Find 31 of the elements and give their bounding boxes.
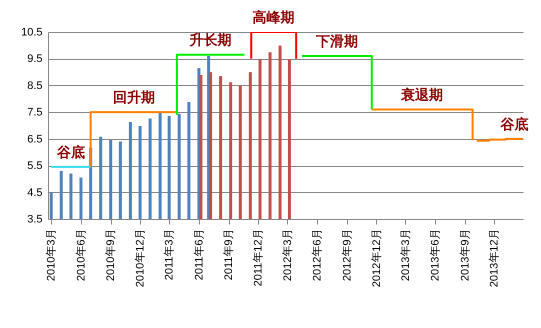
y-tick-label: 4.5 xyxy=(27,186,42,199)
series-label: 衰退期 xyxy=(400,86,444,102)
x-tick-label: 2010年6月 xyxy=(75,228,88,282)
y-tick-label: 5.5 xyxy=(27,160,42,172)
y-tick-label: 10.5 xyxy=(21,26,42,38)
x-tick-label: 2011年3月 xyxy=(164,228,176,280)
x-tick-label: 2012年12月 xyxy=(370,228,383,288)
x-tick-label: 2013年12月 xyxy=(488,228,501,288)
x-tick-label: 2012年3月 xyxy=(282,228,294,282)
x-tick-label: 2013年9月 xyxy=(459,228,472,282)
x-tick-label: 2010年9月 xyxy=(105,228,118,282)
series-label: 下滑期 xyxy=(314,33,358,50)
y-tick-label: 9.5 xyxy=(27,53,42,66)
x-tick-label: 2011年9月 xyxy=(223,228,236,280)
x-tick-label: 2013年6月 xyxy=(430,228,442,282)
x-tick-label: 2012年6月 xyxy=(312,228,324,282)
y-tick-label: 6.5 xyxy=(27,133,42,146)
x-tick-label: 2011年12月 xyxy=(252,228,265,286)
x-tick-label: 2010年3月 xyxy=(46,228,58,282)
x-tick-label: 2013年3月 xyxy=(400,228,412,282)
x-tick-label: 2011年6月 xyxy=(193,228,206,280)
y-tick-label: 7.5 xyxy=(27,106,42,119)
x-tick-label: 2012年9月 xyxy=(341,228,354,282)
series-label: 回升期 xyxy=(112,89,155,106)
series-label: 升长期 xyxy=(188,32,232,48)
y-tick-label: 8.5 xyxy=(27,80,42,92)
y-tick-label: 3.5 xyxy=(27,214,42,226)
x-tick-label: 2010年12月 xyxy=(134,228,147,288)
series-label: 谷底 xyxy=(499,116,528,132)
series-label: 高峰期 xyxy=(252,9,295,25)
series-label: 谷底 xyxy=(56,144,85,160)
